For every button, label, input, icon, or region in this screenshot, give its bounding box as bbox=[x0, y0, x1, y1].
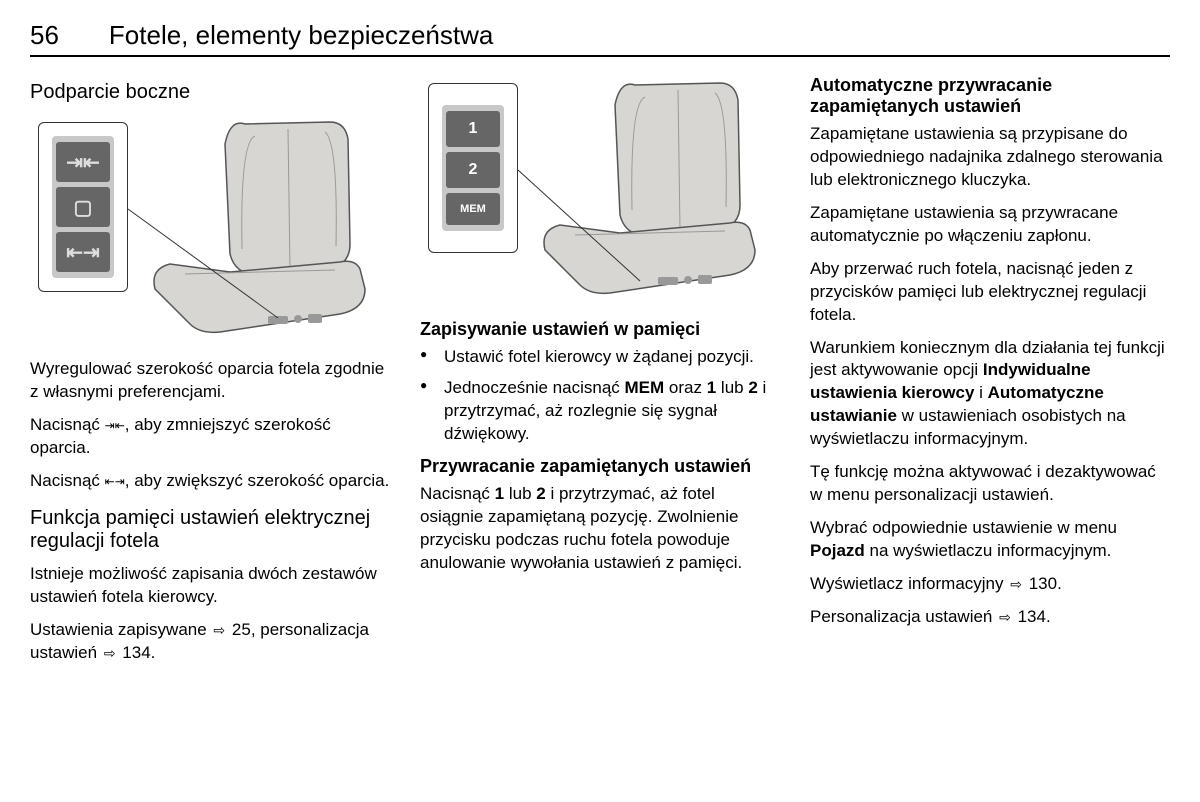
column-3: Automatyczne przywracanie zapamiętanych … bbox=[810, 75, 1170, 674]
paragraph: Aby przerwać ruch fotela, nacisnąć jeden… bbox=[810, 258, 1170, 327]
text-fragment: oraz bbox=[664, 378, 707, 397]
text-fragment: lub bbox=[716, 378, 748, 397]
text-fragment: , aby zwiększyć szerokość oparcia. bbox=[125, 471, 390, 490]
subsection-title-memory: Funkcja pamięci ustawień elektrycznej re… bbox=[30, 507, 390, 553]
text-fragment: Personalizacja ustawień bbox=[810, 607, 997, 626]
paragraph: Nacisnąć ⇥⇤, aby zmniejszyć szerokość op… bbox=[30, 414, 390, 460]
text-fragment: Jednocześnie nacisnąć bbox=[444, 378, 625, 397]
paragraph: Wyregulować szerokość oparcia fotela zgo… bbox=[30, 358, 390, 404]
list-item: Ustawić fotel kierowcy w żądanej pozycji… bbox=[420, 346, 780, 369]
cross-ref-page: 130 bbox=[1029, 574, 1057, 593]
paragraph: Istnieje możliwość zapisania dwóch zesta… bbox=[30, 563, 390, 609]
cross-ref-page: 134 bbox=[1018, 607, 1046, 626]
text-fragment: . bbox=[1057, 574, 1062, 593]
text-fragment: Nacisnąć bbox=[30, 471, 105, 490]
column-1: Podparcie boczne ⇥⇤ bbox=[30, 75, 390, 674]
content-columns: Podparcie boczne ⇥⇤ bbox=[30, 75, 1170, 674]
text-fragment: Wyświetlacz informacyjny bbox=[810, 574, 1008, 593]
subsection-title-auto-restore: Automatyczne przywracanie zapamiętanych … bbox=[810, 75, 1170, 117]
subsection-title-recall: Przywracanie zapamiętanych ustawień bbox=[420, 456, 780, 477]
cross-ref-icon bbox=[997, 607, 1013, 626]
button-2-label: 2 bbox=[748, 378, 757, 397]
menu-name: Pojazd bbox=[810, 541, 865, 560]
seat-illustration-2: 1 2 MEM bbox=[420, 75, 780, 305]
cross-ref-page: 25 bbox=[232, 620, 251, 639]
text-fragment: lub bbox=[504, 484, 536, 503]
paragraph: Zapamiętane ustawienia są przywracane au… bbox=[810, 202, 1170, 248]
text-fragment: i bbox=[974, 383, 987, 402]
cross-ref-page: 134 bbox=[122, 643, 150, 662]
text-fragment: . bbox=[151, 643, 156, 662]
button-2-label: 2 bbox=[536, 484, 545, 503]
paragraph: Nacisnąć ⇤⇥, aby zwiększyć szerokość opa… bbox=[30, 470, 390, 493]
button-1-label: 1 bbox=[707, 378, 716, 397]
subsection-title-save: Zapisywanie ustawień w pamięci bbox=[420, 319, 780, 340]
cross-ref-icon bbox=[211, 620, 227, 639]
cross-ref-icon bbox=[1008, 574, 1024, 593]
memory-button-group: 1 2 MEM bbox=[442, 105, 504, 231]
control-panel-bolster: ⇥⇤ ▢ ⇤⇥ bbox=[38, 122, 128, 292]
paragraph: Wybrać odpowiednie ustawienie w menu Poj… bbox=[810, 517, 1170, 563]
memory-mem-button: MEM bbox=[446, 193, 500, 225]
mem-label: MEM bbox=[625, 378, 665, 397]
bullet-list: Ustawić fotel kierowcy w żądanej pozycji… bbox=[420, 346, 780, 446]
memory-1-button: 1 bbox=[446, 111, 500, 147]
page-header: 56 Fotele, elementy bezpieczeństwa bbox=[30, 20, 1170, 57]
paragraph: Zapamiętane ustawienia są przypisane do … bbox=[810, 123, 1170, 192]
column-2: 1 2 MEM Zapisywanie ustawień w pamięci U… bbox=[420, 75, 780, 674]
seat-illustration-1: ⇥⇤ ▢ ⇤⇥ bbox=[30, 114, 390, 344]
list-item: Jednocześnie nacisnąć MEM oraz 1 lub 2 i… bbox=[420, 377, 780, 446]
control-panel-memory: 1 2 MEM bbox=[428, 83, 518, 253]
paragraph: Ustawienia zapisywane 25, personalizacja… bbox=[30, 619, 390, 665]
text-fragment: . bbox=[1046, 607, 1051, 626]
page-number: 56 bbox=[30, 20, 59, 51]
narrow-symbol-icon: ⇥⇤ bbox=[105, 418, 125, 432]
seat-icon-button: ▢ bbox=[56, 187, 110, 227]
chapter-title: Fotele, elementy bezpieczeństwa bbox=[109, 20, 493, 51]
widen-symbol-icon: ⇤⇥ bbox=[105, 474, 125, 488]
cross-ref-icon bbox=[102, 643, 118, 662]
text-fragment: na wyświetlaczu informacyjnym. bbox=[865, 541, 1112, 560]
seat-widen-button-icon: ⇤⇥ bbox=[56, 232, 110, 272]
text-fragment: Nacisnąć bbox=[30, 415, 105, 434]
text-fragment: Nacisnąć bbox=[420, 484, 495, 503]
text-fragment: Ustawienia zapisywane bbox=[30, 620, 211, 639]
section-title-side-support: Podparcie boczne bbox=[30, 81, 390, 104]
button-1-label: 1 bbox=[495, 484, 504, 503]
memory-2-button: 2 bbox=[446, 152, 500, 188]
seat-narrow-button-icon: ⇥⇤ bbox=[56, 142, 110, 182]
paragraph: Warunkiem koniecznym dla działania tej f… bbox=[810, 337, 1170, 452]
text-fragment: Wybrać odpowiednie ustawienie w menu bbox=[810, 518, 1117, 537]
paragraph: Nacisnąć 1 lub 2 i przytrzymać, aż fotel… bbox=[420, 483, 780, 575]
bolster-button-group: ⇥⇤ ▢ ⇤⇥ bbox=[52, 136, 114, 278]
paragraph: Wyświetlacz informacyjny 130. bbox=[810, 573, 1170, 596]
paragraph: Personalizacja ustawień 134. bbox=[810, 606, 1170, 629]
paragraph: Tę funkcję można aktywować i dezaktywowa… bbox=[810, 461, 1170, 507]
